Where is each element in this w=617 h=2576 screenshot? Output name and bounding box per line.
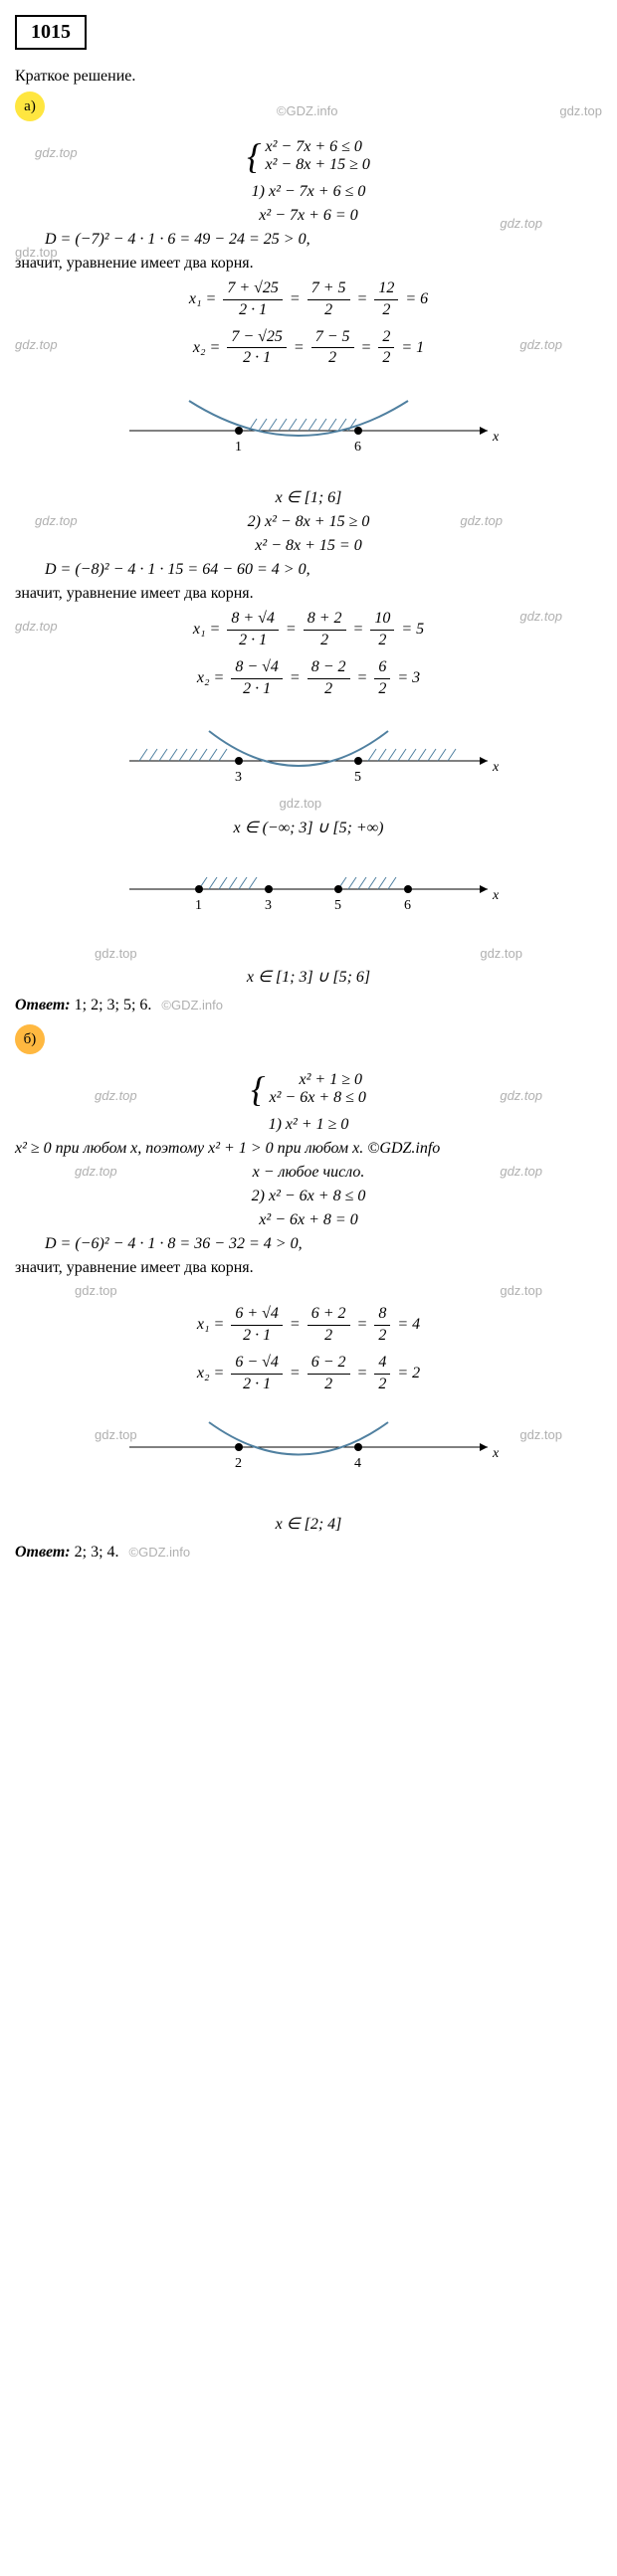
watermark: gdz.top — [35, 145, 78, 160]
step2b-eq: x² − 6x + 8 = 0 — [15, 1211, 602, 1229]
svg-text:1: 1 — [235, 440, 242, 455]
step2-eq: x² − 8x + 15 = 0 — [15, 537, 602, 555]
problem-number: 1015 — [15, 15, 87, 50]
watermark: gdz.top — [500, 1088, 542, 1103]
watermark: gdz.top — [35, 513, 78, 528]
combined-graph: x 1 3 5 6 — [15, 849, 602, 934]
system-equations: gdz.top { x² − 7x + 6 ≤ 0 x² − 8x + 15 ≥… — [15, 135, 602, 177]
watermark: gdz.top — [559, 103, 602, 118]
x2-formula-2: x₂ = 8 − √42 · 1 = 8 − 22 = 62 = 3 — [15, 657, 602, 700]
parabola-graph-b: gdz.top x 2 4 gdz.top — [15, 1407, 602, 1502]
watermark: ©GDZ.info — [161, 998, 223, 1012]
roots-conclusion: gdz.top значит, уравнение имеет два корн… — [15, 255, 602, 273]
svg-text:3: 3 — [235, 770, 242, 785]
watermark: gdz.top — [15, 619, 58, 634]
watermark: gdz.top — [95, 1088, 137, 1103]
combined-interval: x ∈ [1; 3] ∪ [5; 6] — [15, 967, 602, 987]
watermark: gdz.top — [15, 245, 58, 260]
watermark: gdz.top — [519, 1427, 562, 1442]
svg-text:3: 3 — [265, 898, 272, 913]
watermark: ©GDZ.info — [277, 103, 338, 118]
step2-label: gdz.top 2) x² − 8x + 15 ≥ 0 gdz.top — [15, 513, 602, 531]
system-line1: x² − 7x + 6 ≤ 0 — [266, 138, 362, 155]
intro-text: Краткое решение. — [15, 68, 602, 86]
part-b-label: б) — [15, 1024, 45, 1054]
watermark: gdz.top — [519, 337, 562, 352]
svg-text:6: 6 — [404, 898, 411, 913]
svg-text:1: 1 — [195, 898, 202, 913]
watermark: gdz.top — [460, 513, 503, 528]
x1-formula: x₁ = 7 + √252 · 1 = 7 + 52 = 122 = 6 — [15, 278, 602, 321]
answer-b: Ответ: 2; 3; 4. ©GDZ.info — [15, 1544, 602, 1562]
svg-text:2: 2 — [235, 1456, 242, 1471]
svg-text:x: x — [492, 430, 500, 445]
x1-formula-2: gdz.top x₁ = 8 + √42 · 1 = 8 + 22 = 102 … — [15, 609, 602, 651]
parabola-graph-1: x 1 6 — [15, 381, 602, 475]
watermark: gdz.top — [95, 1427, 137, 1442]
system-line2: x² − 8x + 15 ≥ 0 — [266, 156, 370, 173]
svg-text:x: x — [492, 888, 500, 903]
watermark: gdz.top — [500, 216, 542, 231]
svg-text:5: 5 — [334, 898, 341, 913]
watermark: gdz.top — [95, 946, 137, 961]
part-a-label: а) — [15, 92, 45, 121]
svg-text:6: 6 — [354, 440, 361, 455]
svg-text:x: x — [492, 760, 500, 775]
x2-formula-b: x₂ = 6 − √42 · 1 = 6 − 22 = 42 = 2 — [15, 1353, 602, 1395]
roots-conclusion-b: значит, уравнение имеет два корня. — [15, 1259, 602, 1277]
step2b-label: 2) x² − 6x + 8 ≤ 0 — [15, 1188, 602, 1205]
watermark: gdz.top — [280, 796, 322, 811]
watermark: gdz.top — [500, 1164, 542, 1179]
x1-formula-b: x₁ = 6 + √42 · 1 = 6 + 22 = 82 = 4 — [15, 1304, 602, 1347]
watermark: gdz.top — [15, 337, 58, 352]
x2-formula: gdz.top x₂ = 7 − √252 · 1 = 7 − 52 = 22 … — [15, 327, 602, 370]
svg-text:5: 5 — [354, 770, 361, 785]
watermark: ©GDZ.info — [129, 1545, 191, 1560]
interval-b: x ∈ [2; 4] — [15, 1514, 602, 1534]
system-b-line2: x² − 6x + 8 ≤ 0 — [270, 1089, 366, 1106]
watermark: gdz.top — [500, 1283, 542, 1298]
answer-a: Ответ: 1; 2; 3; 5; 6. ©GDZ.info — [15, 997, 602, 1014]
watermark: gdz.top — [480, 946, 522, 961]
parabola-graph-2: x 3 5 gdz.top — [15, 711, 602, 806]
step1b-explanation: x² ≥ 0 при любом x, поэтому x² + 1 > 0 п… — [15, 1140, 602, 1158]
discriminant: D = (−7)² − 4 · 1 · 6 = 49 − 24 = 25 > 0… — [15, 231, 602, 249]
step1-label: 1) x² − 7x + 6 ≤ 0 — [15, 183, 602, 201]
interval-1: x ∈ [1; 6] — [15, 487, 602, 507]
step1b-result: gdz.top x − любое число. gdz.top — [15, 1164, 602, 1182]
watermark: gdz.top — [75, 1164, 117, 1179]
system-b: gdz.top { x² + 1 ≥ 0 x² − 6x + 8 ≤ 0 gdz… — [15, 1068, 602, 1110]
roots-conclusion-2: значит, уравнение имеет два корня. — [15, 585, 602, 603]
watermark: gdz.top — [75, 1283, 117, 1298]
interval-2: x ∈ (−∞; 3] ∪ [5; +∞) — [15, 818, 602, 837]
svg-text:4: 4 — [354, 1456, 361, 1471]
step1b-label: 1) x² + 1 ≥ 0 — [15, 1116, 602, 1134]
system-b-line1: x² + 1 ≥ 0 — [270, 1071, 362, 1088]
discriminant-b: D = (−6)² − 4 · 1 · 8 = 36 − 32 = 4 > 0, — [15, 1235, 602, 1253]
watermark: gdz.top — [519, 609, 562, 624]
discriminant-2: D = (−8)² − 4 · 1 · 15 = 64 − 60 = 4 > 0… — [15, 561, 602, 579]
svg-text:x: x — [492, 1446, 500, 1461]
